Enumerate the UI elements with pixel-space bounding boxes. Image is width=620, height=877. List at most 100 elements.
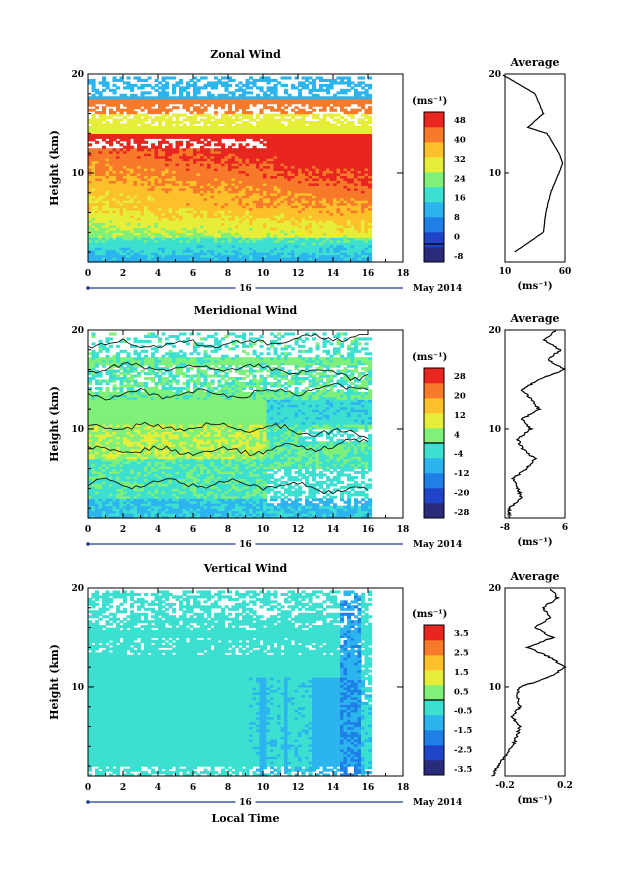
heatmap-cell [242,165,247,169]
heatmap-cell [217,192,222,196]
heatmap-cell [168,160,173,164]
heatmap-cell [200,128,205,132]
heatmap-cell [210,128,215,132]
heatmap-cell [263,237,268,241]
heatmap-cell [95,239,100,243]
heatmap-cell [242,229,247,233]
heatmap-cell [200,155,205,159]
heatmap-cell [130,222,135,226]
heatmap-cell [207,170,212,174]
heatmap-cell [231,215,236,219]
heatmap-cell [343,108,348,112]
heatmap-cell [168,215,173,219]
heatmap-cell [186,239,191,243]
heatmap-cell [291,163,296,167]
heatmap-cell [203,123,208,127]
heatmap-cell [168,234,173,238]
heatmap-cell [189,153,194,157]
heatmap-cell [119,96,124,100]
heatmap-cell [256,247,261,251]
heatmap-cell [266,217,271,221]
heatmap-cell [291,190,296,194]
heatmap-cell [217,81,222,85]
heatmap-cell [273,158,278,162]
heatmap-cell [203,232,208,236]
heatmap-cell [126,200,131,204]
heatmap-cell [207,98,212,102]
heatmap-cell [238,123,243,127]
heatmap-cell [144,200,149,204]
heatmap-cell [270,160,275,164]
heatmap-cell [214,249,219,253]
heatmap-cell [151,254,156,258]
heatmap-cell [284,227,289,231]
heatmap-cell [189,247,194,251]
heatmap-cell [322,155,327,159]
heatmap-cell [273,177,278,181]
heatmap-cell [333,96,338,100]
heatmap-cell [298,210,303,214]
heatmap-cell [179,153,184,157]
heatmap-cell [200,247,205,251]
heatmap-cell [273,227,278,231]
heatmap-cell [217,140,222,144]
heatmap-cell [182,252,187,256]
heatmap-cell [231,237,236,241]
heatmap-cell [242,93,247,97]
heatmap-cell [137,254,142,258]
heatmap-cell [214,101,219,105]
heatmap-cell [109,98,114,102]
heatmap-cell [168,155,173,159]
heatmap-cell [207,91,212,95]
heatmap-cell [133,121,138,125]
heatmap-cell [252,175,257,179]
heatmap-cell [161,195,166,199]
heatmap-cell [256,207,261,211]
heatmap-cell [315,163,320,167]
heatmap-cell [221,158,226,162]
heatmap-cell [137,133,142,137]
heatmap-cell [179,234,184,238]
heatmap-cell [312,237,317,241]
heatmap-cell [312,254,317,258]
heatmap-cell [347,81,352,85]
heatmap-cell [287,234,292,238]
heatmap-cell [224,190,229,194]
heatmap-cell [322,232,327,236]
heatmap-cell [217,252,222,256]
heatmap-cell [144,224,149,228]
heatmap-cell [249,215,254,219]
heatmap-cell [333,168,338,172]
heatmap-cell [130,153,135,157]
heatmap-cell [322,195,327,199]
heatmap-cell [228,150,233,154]
heatmap-cell [347,96,352,100]
heatmap-cell [193,185,198,189]
heatmap-cell [329,113,334,117]
heatmap-cell [287,128,292,132]
heatmap-cell [301,234,306,238]
heatmap-cell [189,239,194,243]
heatmap-cell [186,83,191,87]
heatmap-cell [245,130,250,134]
heatmap-cell [329,106,334,110]
heatmap-cell [168,242,173,246]
heatmap-cell [343,217,348,221]
heatmap-cell [252,244,257,248]
heatmap-cell [322,121,327,125]
heatmap-cell [172,202,177,206]
heatmap-cell [193,150,198,154]
heatmap-cell [298,91,303,95]
heatmap-cell [214,244,219,248]
heatmap-cell [259,76,264,80]
heatmap-cell [333,78,338,83]
heatmap-cell [102,192,107,196]
heatmap-cell [175,168,180,172]
heatmap-cell [333,125,338,130]
heatmap-cell [182,215,187,219]
heatmap-cell [238,133,243,137]
heatmap-cell [228,187,233,191]
heatmap-cell [319,247,324,251]
heatmap-cell [210,205,215,209]
heatmap-cell [238,103,243,107]
